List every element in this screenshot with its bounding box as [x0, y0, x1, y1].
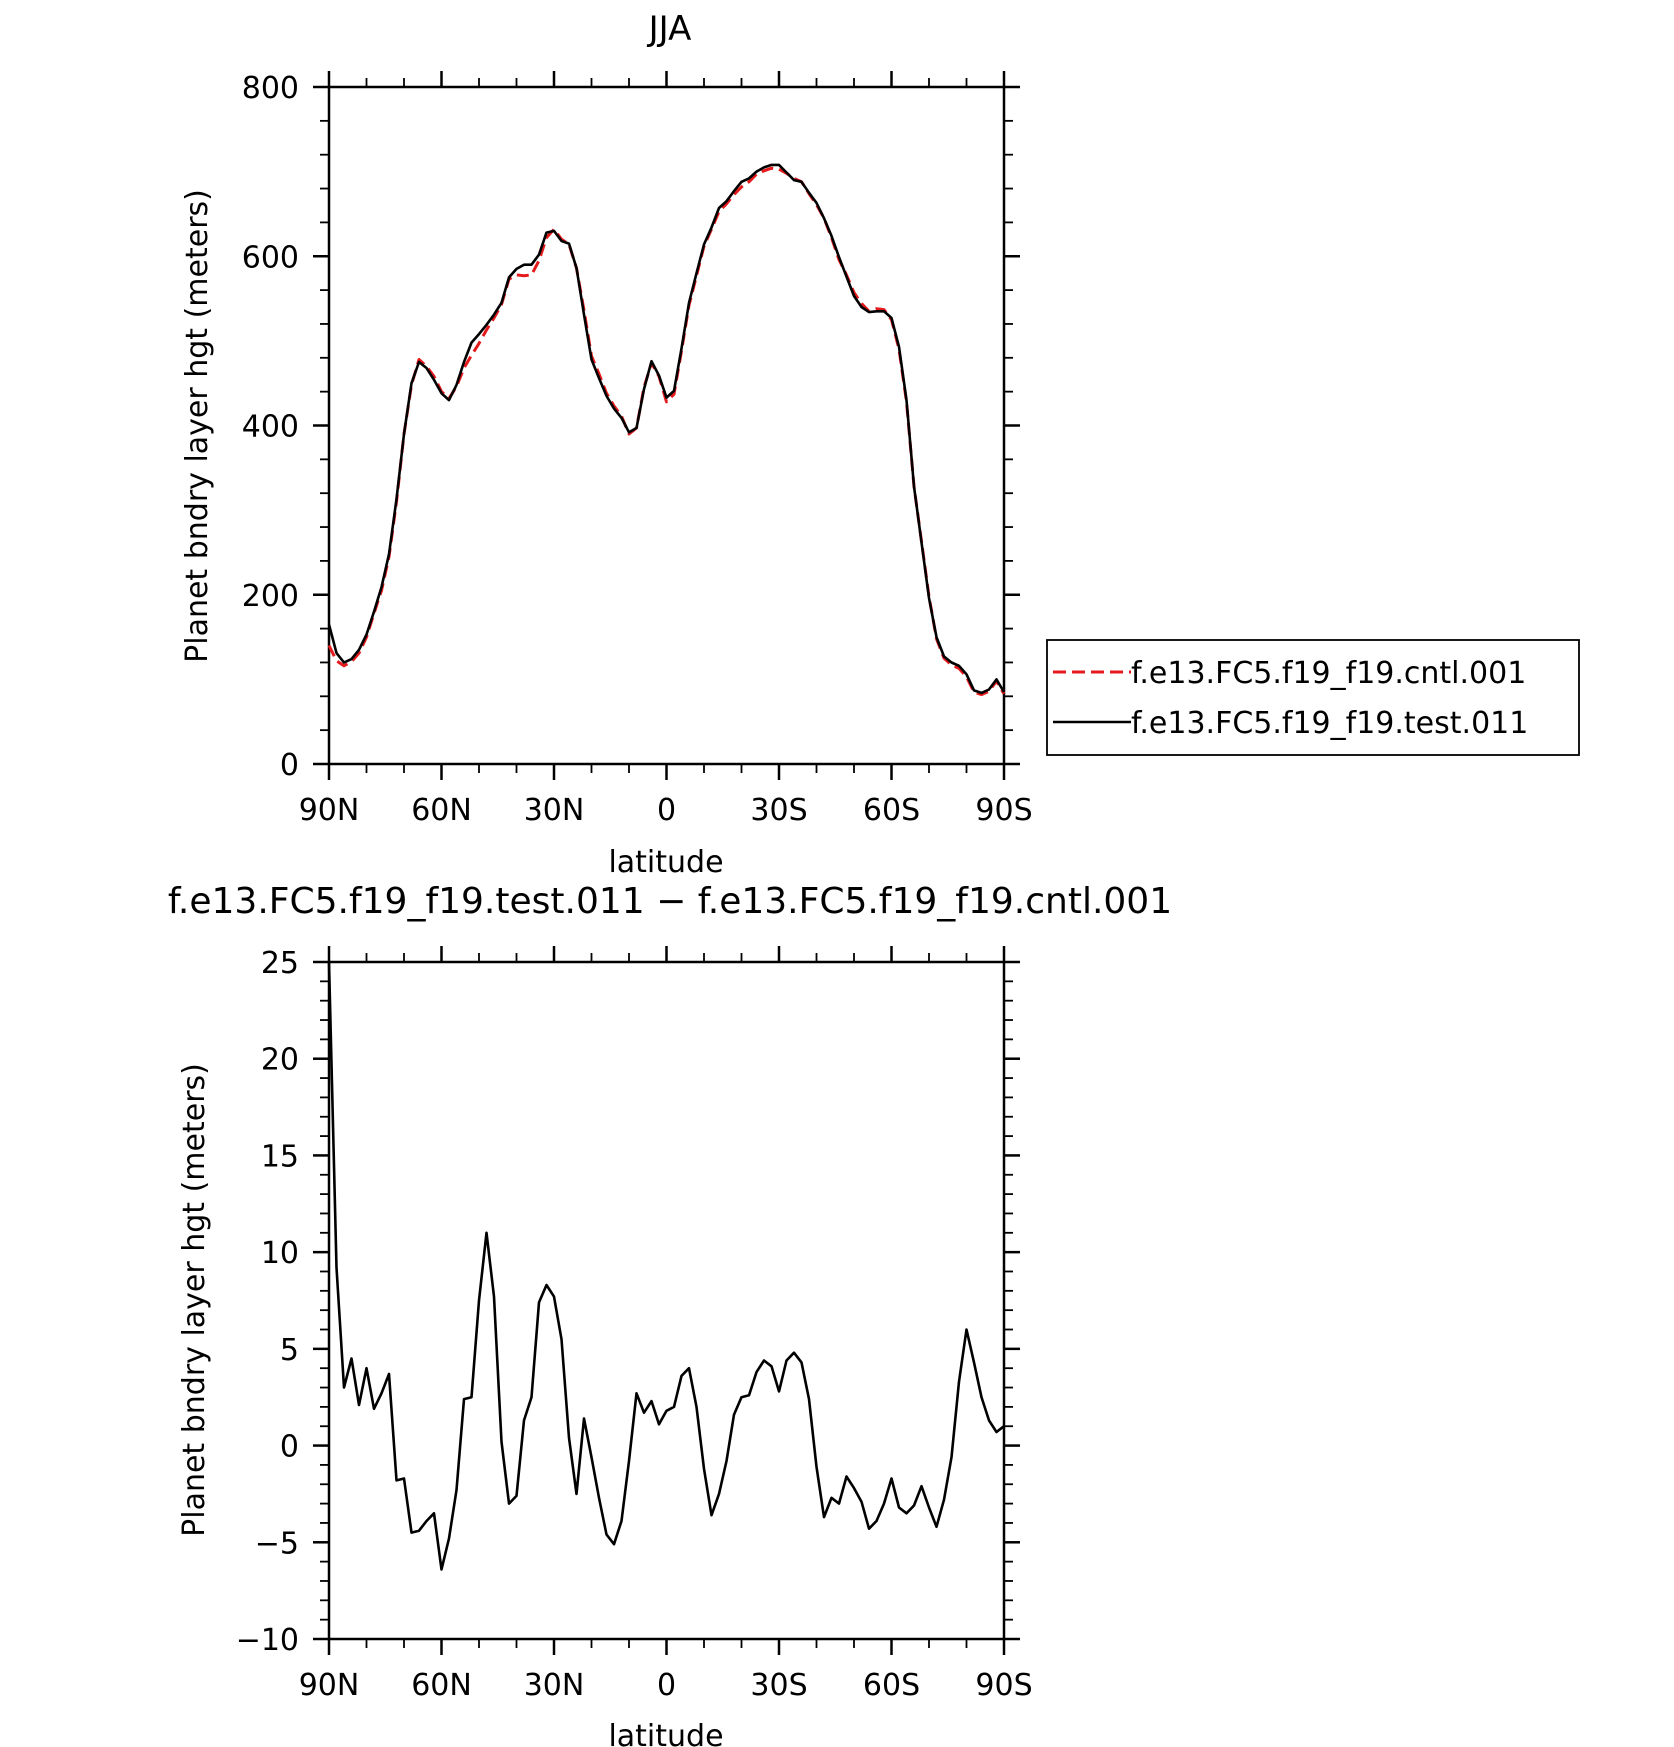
y-tick-label: 10: [261, 1236, 299, 1271]
x-tick-label: 30S: [750, 793, 807, 828]
legend: f.e13.FC5.f19_f19.cntl.001 f.e13.FC5.f19…: [1046, 639, 1580, 756]
chart-title: JJA: [647, 9, 692, 49]
y-tick-label: −10: [236, 1623, 299, 1658]
x-tick-label: 0: [657, 793, 676, 828]
x-tick-label: 90S: [975, 793, 1032, 828]
tick-marks: [313, 946, 1020, 1655]
y-tick-label: −5: [255, 1526, 299, 1561]
y-axis-label: Planet bndry layer hgt (meters): [180, 189, 215, 663]
x-tick-label: 0: [657, 1668, 676, 1703]
series-line: [327, 163, 1006, 695]
x-tick-label: 90N: [299, 1668, 360, 1703]
y-tick-labels: 0 200 400 600 800: [242, 71, 299, 783]
legend-box: [1046, 639, 1580, 756]
y-tick-label: 5: [280, 1333, 299, 1368]
series-lines: [327, 961, 1005, 1571]
y-tick-label: 400: [242, 410, 299, 445]
legend-label-test: f.e13.FC5.f19_f19.test.011: [1131, 706, 1528, 741]
x-tick-label: 30N: [524, 793, 585, 828]
x-tick-label: 60N: [411, 793, 472, 828]
y-tick-labels: −10 −5 0 5 10 15 20 25: [236, 946, 299, 1658]
bottom-chart: f.e13.FC5.f19_f19.test.011 − f.e13.FC5.f…: [168, 881, 1172, 1747]
y-axis-label: Planet bndry layer hgt (meters): [177, 1063, 212, 1537]
y-tick-label: 15: [261, 1139, 299, 1174]
legend-label-cntl: f.e13.FC5.f19_f19.cntl.001: [1131, 656, 1526, 691]
x-tick-label: 60S: [863, 1668, 920, 1703]
y-tick-label: 20: [261, 1043, 299, 1078]
difference-chart-title: f.e13.FC5.f19_f19.test.011 − f.e13.FC5.f…: [168, 881, 1172, 922]
plot-frame: [327, 85, 1006, 766]
y-tick-label: 600: [242, 240, 299, 275]
top-chart: JJA 90N 60N 30N 0 30S 60S 90S 0 200 400 600 800 la…: [180, 9, 1580, 880]
x-tick-label: 30N: [524, 1668, 585, 1703]
series-line: [327, 166, 1006, 697]
x-tick-label: 90N: [299, 793, 360, 828]
x-tick-labels: 90N 60N 30N 0 30S 60S 90S: [299, 1668, 1033, 1703]
plot-frame: [327, 960, 1006, 1641]
x-tick-labels: 90N 60N 30N 0 30S 60S 90S: [299, 793, 1033, 828]
y-tick-label: 0: [280, 1430, 299, 1465]
series-line: [327, 961, 1005, 1571]
tick-marks: [313, 71, 1020, 780]
x-tick-label: 30S: [750, 1668, 807, 1703]
x-axis-label: latitude: [608, 1719, 723, 1747]
y-tick-label: 800: [242, 71, 299, 106]
x-tick-label: 60S: [863, 793, 920, 828]
x-tick-label: 60N: [411, 1668, 472, 1703]
y-tick-label: 0: [280, 748, 299, 783]
x-tick-label: 90S: [975, 1668, 1032, 1703]
y-tick-label: 25: [261, 946, 299, 981]
series-lines: [327, 163, 1006, 697]
x-axis-label: latitude: [608, 845, 723, 880]
y-tick-label: 200: [242, 579, 299, 614]
